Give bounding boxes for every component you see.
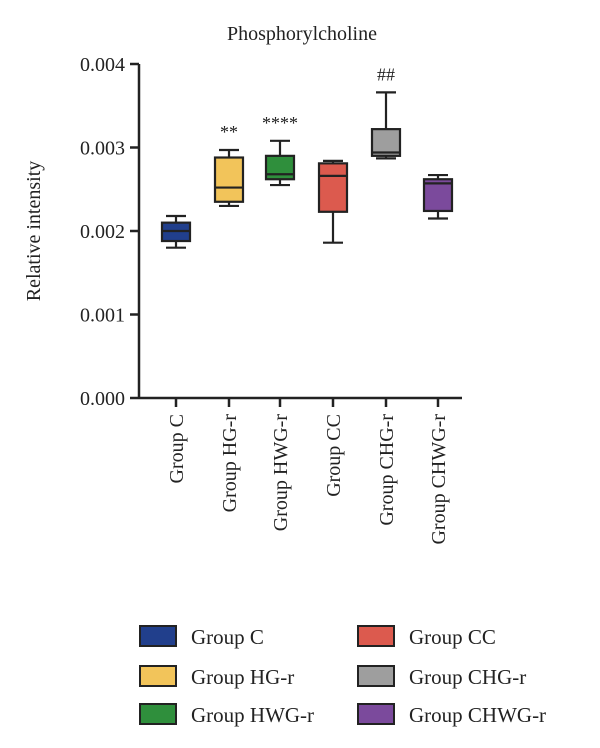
legend-swatch xyxy=(357,703,395,725)
legend: Group C Group HG-r Group HWG-r Group CC Grou… xyxy=(139,625,546,727)
legend-label: Group CHWG-r xyxy=(409,703,546,727)
box-iqr xyxy=(317,162,349,213)
x-tick-label: Group HWG-r xyxy=(270,414,292,532)
legend-item: Group CHG-r xyxy=(357,665,526,689)
legend-item: Group HG-r xyxy=(139,665,294,689)
legend-label: Group CC xyxy=(409,625,496,649)
legend-label: Group CHG-r xyxy=(409,665,526,689)
x-tick-label: Group CHG-r xyxy=(376,414,398,526)
box-group-chwg-r xyxy=(422,173,454,220)
legend-swatch xyxy=(139,625,177,647)
y-tick-label: 0.002 xyxy=(80,221,125,243)
legend-item: Group CC xyxy=(357,625,496,649)
chart-title: Phosphorylcholine xyxy=(227,23,377,45)
y-tick-label: 0.001 xyxy=(80,305,125,327)
legend-swatch xyxy=(139,703,177,725)
box-iqr xyxy=(213,156,245,203)
significance-annotation: ** xyxy=(220,122,238,142)
boxes-layer: ** ****## xyxy=(160,64,454,249)
legend-item: Group HWG-r xyxy=(139,703,314,727)
y-tick-label: 0.004 xyxy=(80,54,125,76)
y-tick-label: 0.000 xyxy=(80,388,125,410)
legend-swatch xyxy=(357,665,395,687)
box-iqr xyxy=(264,154,296,181)
significance-annotation: **** xyxy=(262,113,298,133)
x-tick-label: Group CHWG-r xyxy=(428,414,450,545)
legend-item: Group C xyxy=(139,625,264,649)
box-group-chg-r: ## xyxy=(370,64,402,160)
box-iqr xyxy=(370,128,402,157)
legend-label: Group HG-r xyxy=(191,665,294,689)
y-axis-label: Relative intensity xyxy=(23,161,45,302)
y-axis: 0.000 0.001 0.002 0.003 0.004 xyxy=(80,54,141,410)
x-tick-label: Group CC xyxy=(323,414,345,497)
box-group-cc xyxy=(317,159,349,244)
legend-label: Group C xyxy=(191,625,264,649)
y-tick-label: 0.003 xyxy=(80,138,125,160)
legend-item: Group CHWG-r xyxy=(357,703,546,727)
x-tick-label: Group C xyxy=(166,414,188,483)
legend-swatch xyxy=(357,625,395,647)
box-group-hwg-r: **** xyxy=(262,113,298,187)
x-axis: Group C Group HG-r Group HWG-r Group CC Grou… xyxy=(139,396,462,545)
x-tick-label: Group HG-r xyxy=(219,414,241,513)
legend-label: Group HWG-r xyxy=(191,703,314,727)
box-iqr xyxy=(422,178,454,213)
box-group-c xyxy=(160,214,192,249)
legend-swatch xyxy=(139,665,177,687)
box-group-hg-r: ** xyxy=(213,122,245,208)
significance-annotation: ## xyxy=(377,64,395,84)
